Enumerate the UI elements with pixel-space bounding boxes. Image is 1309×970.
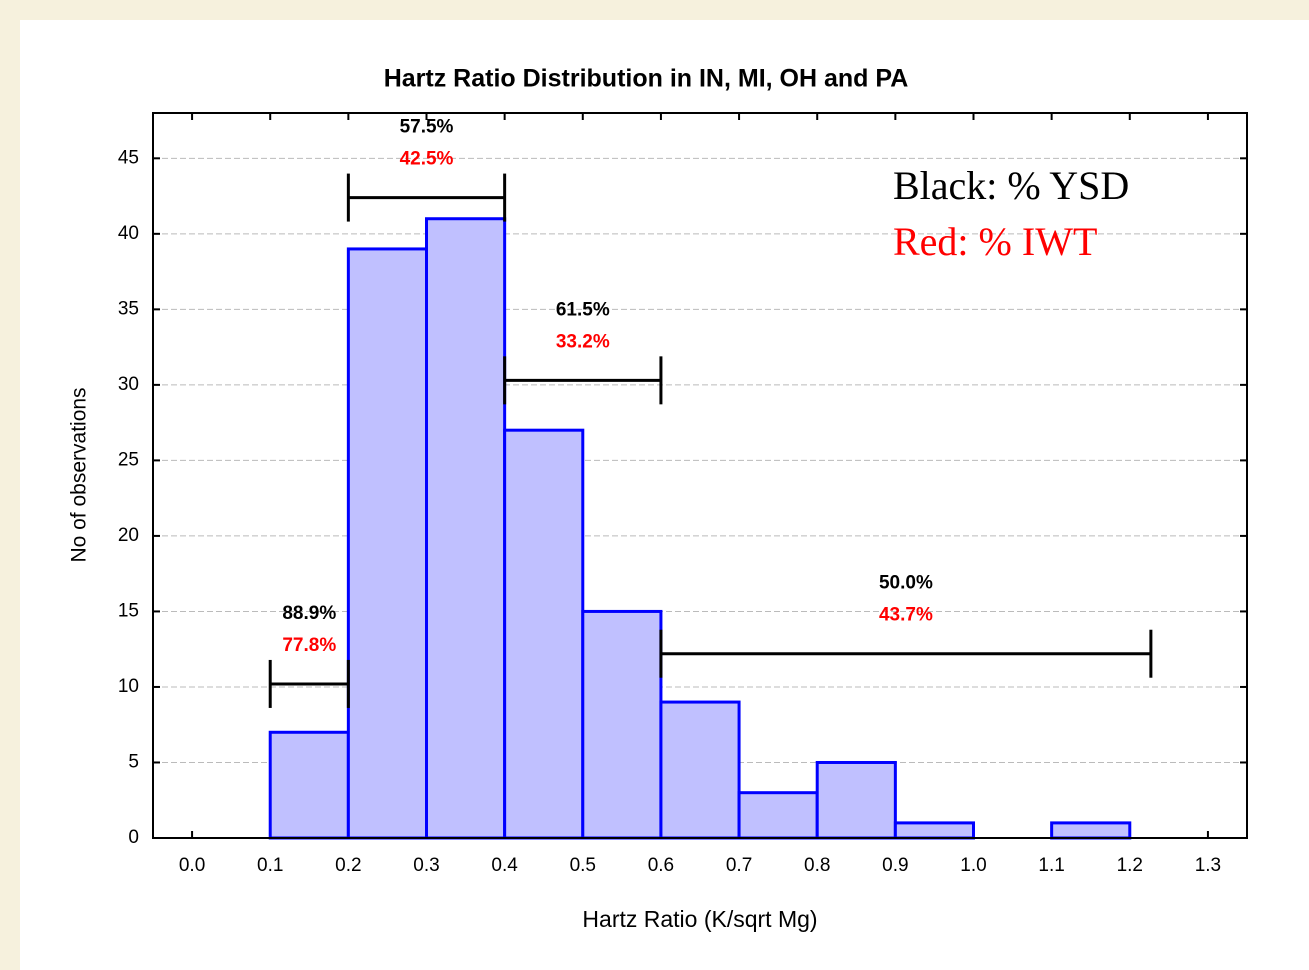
ysd-label: 61.5%	[556, 299, 610, 320]
y-tick-label: 0	[128, 827, 139, 848]
chart-title: Hartz Ratio Distribution in IN, MI, OH a…	[384, 65, 909, 93]
x-tick-label: 1.0	[960, 855, 986, 876]
legend-note: Black: % YSD	[893, 163, 1129, 208]
bar	[581, 609, 663, 840]
y-tick-label: 15	[118, 600, 139, 621]
y-tick-label: 40	[118, 223, 139, 244]
ysd-label: 88.9%	[282, 603, 336, 624]
x-tick-label: 0.1	[257, 855, 283, 876]
x-tick-label: 0.5	[570, 855, 596, 876]
bar	[425, 217, 507, 840]
ysd-label: 57.5%	[400, 117, 454, 138]
legend-note: Red: % IWT	[893, 219, 1097, 264]
y-tick-label: 20	[118, 525, 139, 546]
x-axis-label: Hartz Ratio (K/sqrt Mg)	[582, 906, 817, 932]
ysd-label: 50.0%	[879, 573, 933, 594]
x-tick-label: 1.3	[1195, 855, 1221, 876]
bar	[893, 821, 975, 840]
y-tick-label: 35	[118, 298, 139, 319]
plot-frame	[152, 112, 1248, 839]
x-tick-label: 0.6	[648, 855, 674, 876]
y-tick-label: 10	[118, 676, 139, 697]
iwt-label: 77.8%	[282, 635, 336, 656]
x-tick-label: 0.9	[882, 855, 908, 876]
bar	[815, 760, 897, 840]
bar	[346, 247, 429, 840]
y-tick-label: 5	[128, 751, 139, 772]
y-tick-label: 25	[118, 449, 139, 470]
x-tick-label: 0.7	[726, 855, 752, 876]
x-tick-label: 0.3	[413, 855, 439, 876]
iwt-label: 42.5%	[400, 149, 454, 170]
x-tick-label: 0.4	[491, 855, 518, 876]
bar	[268, 730, 350, 840]
y-tick-label: 45	[118, 147, 139, 168]
y-axis-label: No of observations	[68, 387, 91, 562]
x-tick-label: 0.2	[335, 855, 361, 876]
bar	[1050, 821, 1132, 840]
bar	[737, 791, 819, 840]
y-tick-label: 30	[118, 374, 139, 395]
x-tick-label: 0.0	[179, 855, 205, 876]
x-tick-label: 1.1	[1038, 855, 1064, 876]
bar	[503, 428, 585, 840]
iwt-label: 33.2%	[556, 331, 610, 352]
x-tick-label: 1.2	[1117, 855, 1143, 876]
x-tick-label: 0.8	[804, 855, 830, 876]
bar	[659, 700, 741, 840]
iwt-label: 43.7%	[879, 605, 933, 626]
